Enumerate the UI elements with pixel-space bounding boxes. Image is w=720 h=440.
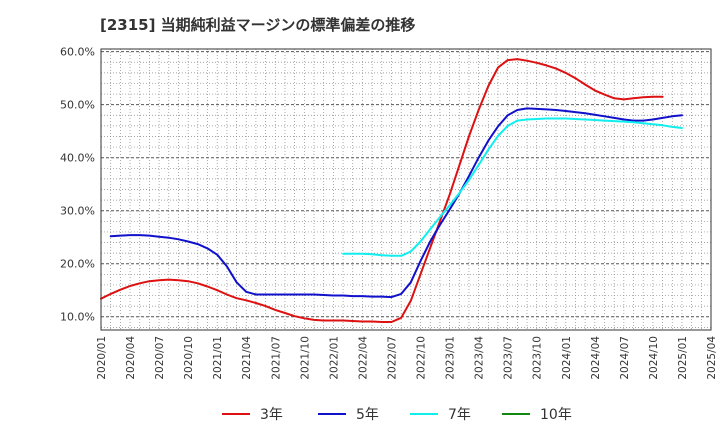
x-tick-label: 2022/10: [416, 336, 428, 380]
legend-label: 5年: [356, 407, 379, 423]
y-tick-label: 60.0%: [60, 46, 95, 59]
series-line-3年: [100, 58, 664, 323]
legend: 3年 5年 7年 10年: [222, 407, 572, 423]
x-tick-label: 2022/04: [357, 336, 369, 380]
x-tick-label: 2023/07: [503, 336, 515, 380]
x-tick-label: 2025/04: [706, 336, 718, 380]
x-tick-label: 2022/07: [386, 336, 398, 380]
legend-label: 7年: [448, 407, 471, 423]
x-tick-label: 2020/07: [154, 336, 166, 380]
x-tick-label: 2023/10: [532, 336, 544, 380]
x-tick-label: 2021/10: [299, 336, 311, 380]
y-axis-tick-labels: 10.0% 20.0% 30.0% 40.0% 50.0% 60.0%: [60, 46, 95, 324]
x-axis-tick-labels: 2020/01 2020/04 2020/07 2020/10 2021/01 2021/…: [96, 336, 718, 380]
x-tick-label: 2021/07: [270, 336, 282, 380]
x-tick-label: 2023/01: [445, 336, 457, 380]
x-tick-label: 2022/01: [328, 336, 340, 380]
x-tick-label: 2024/01: [561, 336, 573, 380]
x-tick-label: 2025/01: [677, 336, 689, 380]
y-tick-label: 40.0%: [60, 152, 95, 165]
x-tick-label: 2024/04: [590, 336, 602, 380]
plot-frame: [100, 48, 712, 331]
series-lines: [100, 58, 683, 323]
x-tick-label: 2020/01: [96, 336, 108, 380]
chart-title: [2315] 当期純利益マージンの標準偏差の推移: [100, 16, 416, 34]
x-tick-label: 2020/04: [125, 336, 137, 380]
x-tick-label: 2024/07: [619, 336, 631, 380]
y-tick-label: 10.0%: [60, 311, 95, 324]
legend-label: 3年: [260, 407, 283, 423]
y-tick-label: 50.0%: [60, 99, 95, 112]
x-tick-label: 2023/04: [474, 336, 486, 380]
series-line-5年: [109, 107, 683, 299]
legend-label: 10年: [540, 407, 572, 423]
series-line-7年: [342, 117, 683, 257]
y-tick-label: 30.0%: [60, 205, 95, 218]
grid: [101, 49, 711, 330]
x-tick-label: 2021/01: [212, 336, 224, 380]
x-tick-label: 2021/04: [241, 336, 253, 380]
x-tick-label: 2020/10: [183, 336, 195, 380]
x-tick-label: 2024/10: [648, 336, 660, 380]
y-tick-label: 20.0%: [60, 258, 95, 271]
